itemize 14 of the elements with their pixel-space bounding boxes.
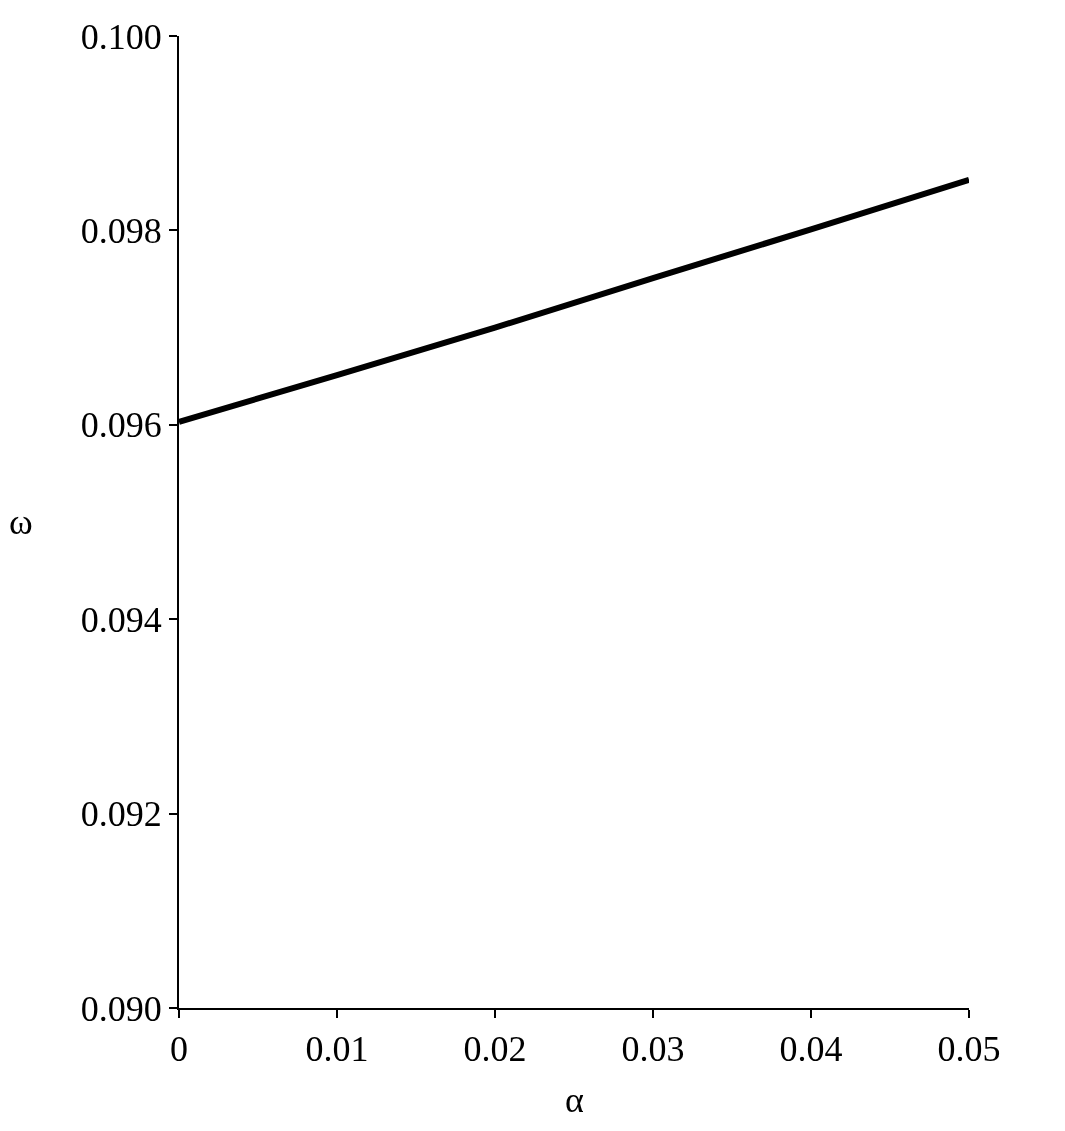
y-axis-title: ω [9, 502, 33, 542]
x-tick-label: 0.05 [937, 1029, 1001, 1070]
x-tick-label: 0.01 [305, 1029, 369, 1070]
x-tick-label: 0.04 [779, 1029, 843, 1070]
x-tick-label: 0.02 [463, 1029, 527, 1070]
x-axis-title: α [565, 1080, 584, 1120]
y-tick-label: 0.100 [80, 16, 162, 57]
y-tick-label: 0.094 [80, 599, 162, 640]
y-tick-label: 0.092 [80, 794, 162, 835]
y-tick-label: 0.096 [80, 405, 162, 446]
x-tick-label: 0 [170, 1029, 188, 1070]
y-tick-label: 0.098 [80, 211, 162, 251]
x-tick-label: 0.03 [621, 1029, 685, 1070]
y-tick-label: 0.090 [80, 988, 162, 1029]
